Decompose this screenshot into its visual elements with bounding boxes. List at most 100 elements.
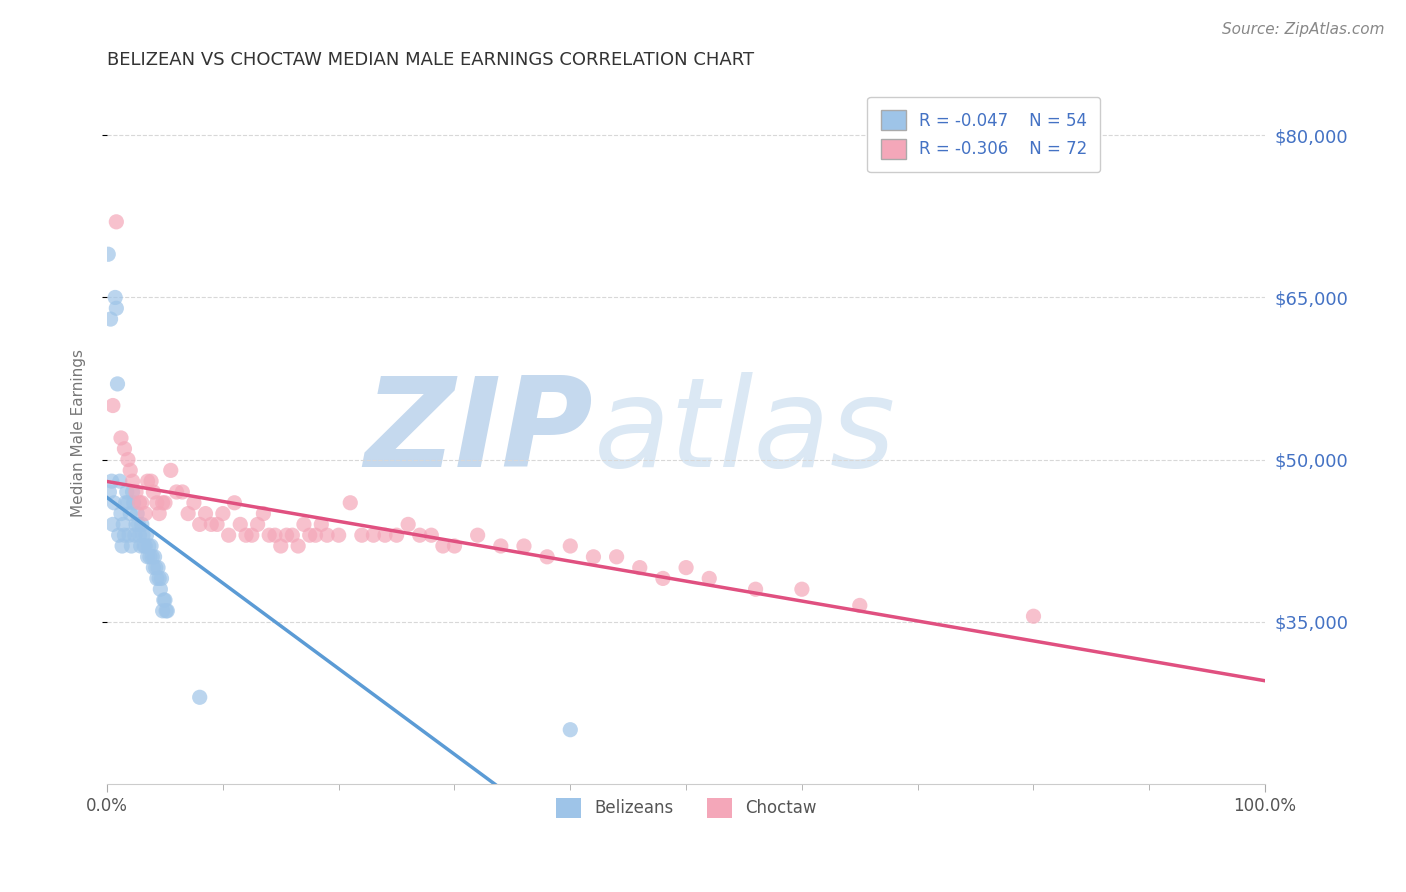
Point xyxy=(120,463,142,477)
Point xyxy=(350,528,373,542)
Point xyxy=(101,517,124,532)
Point xyxy=(536,549,558,564)
Point xyxy=(117,452,139,467)
Point xyxy=(200,517,222,532)
Point xyxy=(304,528,326,542)
Point xyxy=(134,539,156,553)
Point xyxy=(153,593,176,607)
Y-axis label: Median Male Earnings: Median Male Earnings xyxy=(72,349,86,516)
Point xyxy=(128,496,150,510)
Point xyxy=(744,582,766,597)
Point xyxy=(150,571,173,585)
Point xyxy=(328,528,350,542)
Point xyxy=(396,517,419,532)
Point xyxy=(100,312,122,326)
Point xyxy=(129,539,152,553)
Point xyxy=(112,517,135,532)
Point xyxy=(136,474,159,488)
Point xyxy=(166,485,188,500)
Point xyxy=(122,496,145,510)
Point xyxy=(110,507,132,521)
Point xyxy=(560,723,582,737)
Point xyxy=(149,582,172,597)
Point xyxy=(339,496,361,510)
Point xyxy=(136,549,159,564)
Point xyxy=(146,560,169,574)
Point xyxy=(513,539,536,553)
Point xyxy=(651,571,673,585)
Point xyxy=(582,549,605,564)
Point xyxy=(177,507,200,521)
Point xyxy=(790,582,813,597)
Point xyxy=(125,517,148,532)
Point xyxy=(252,507,274,521)
Point xyxy=(467,528,489,542)
Point xyxy=(311,517,333,532)
Point xyxy=(152,496,174,510)
Point xyxy=(697,571,720,585)
Point xyxy=(114,496,136,510)
Point xyxy=(134,507,156,521)
Point xyxy=(246,517,269,532)
Point xyxy=(101,399,124,413)
Point xyxy=(110,431,132,445)
Point xyxy=(560,539,582,553)
Point xyxy=(114,442,136,456)
Legend: Belizeans, Choctaw: Belizeans, Choctaw xyxy=(550,791,823,824)
Point xyxy=(143,549,166,564)
Point xyxy=(146,496,169,510)
Point xyxy=(606,549,628,564)
Point xyxy=(148,571,170,585)
Point xyxy=(120,539,142,553)
Point xyxy=(675,560,697,574)
Point xyxy=(287,539,309,553)
Point xyxy=(155,604,177,618)
Point xyxy=(145,560,167,574)
Point xyxy=(97,247,120,261)
Point xyxy=(118,528,141,542)
Point xyxy=(105,301,128,316)
Point xyxy=(298,528,321,542)
Point xyxy=(432,539,454,553)
Point xyxy=(628,560,651,574)
Point xyxy=(146,571,169,585)
Point xyxy=(131,517,153,532)
Point xyxy=(188,690,211,705)
Point xyxy=(111,539,134,553)
Point xyxy=(292,517,315,532)
Point xyxy=(489,539,512,553)
Point xyxy=(127,507,149,521)
Text: Source: ZipAtlas.com: Source: ZipAtlas.com xyxy=(1222,22,1385,37)
Point xyxy=(148,507,170,521)
Point xyxy=(205,517,228,532)
Point xyxy=(172,485,194,500)
Point xyxy=(134,539,156,553)
Point xyxy=(276,528,298,542)
Point xyxy=(224,496,246,510)
Point xyxy=(139,549,162,564)
Point xyxy=(188,517,211,532)
Point xyxy=(1022,609,1045,624)
Point xyxy=(218,528,240,542)
Point xyxy=(270,539,292,553)
Point xyxy=(229,517,252,532)
Point xyxy=(103,496,125,510)
Point xyxy=(100,474,122,488)
Point xyxy=(104,290,127,304)
Point xyxy=(107,376,129,391)
Point xyxy=(142,485,165,500)
Point xyxy=(374,528,396,542)
Point xyxy=(212,507,235,521)
Point xyxy=(316,528,339,542)
Point xyxy=(131,496,153,510)
Point xyxy=(264,528,287,542)
Point xyxy=(385,528,408,542)
Point xyxy=(139,474,162,488)
Point xyxy=(443,539,465,553)
Point xyxy=(124,528,146,542)
Point xyxy=(159,463,181,477)
Point xyxy=(107,528,129,542)
Text: BELIZEAN VS CHOCTAW MEDIAN MALE EARNINGS CORRELATION CHART: BELIZEAN VS CHOCTAW MEDIAN MALE EARNINGS… xyxy=(107,51,754,69)
Point xyxy=(121,474,143,488)
Point xyxy=(115,485,138,500)
